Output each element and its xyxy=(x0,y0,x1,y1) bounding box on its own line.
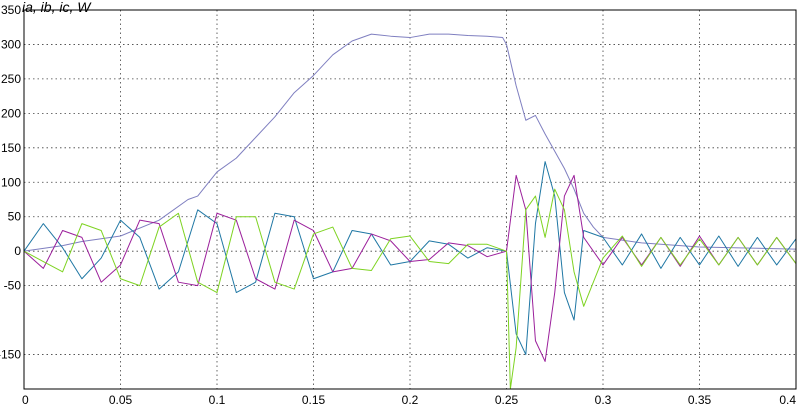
y-tick-label: 100 xyxy=(1,175,21,189)
x-tick-label: 0.3 xyxy=(595,393,612,407)
y-tick-label: 0 xyxy=(14,244,21,258)
chart-title: ia, ib, ic, W xyxy=(22,0,92,15)
x-tick-label: 0.4 xyxy=(779,393,796,407)
y-tick-label: -50 xyxy=(4,279,22,293)
series-line-2 xyxy=(23,161,797,356)
y-tick-label: 300 xyxy=(1,37,21,51)
y-tick-labels: -150 -50 0 50 100 150 200 250 300 350 xyxy=(0,3,21,362)
plot-frame xyxy=(23,9,797,390)
x-tick-label: 0.1 xyxy=(209,393,226,407)
grid xyxy=(24,9,796,389)
y-tick-label: 250 xyxy=(1,72,21,86)
y-tick-label: 50 xyxy=(8,210,22,224)
y-tick-label: 350 xyxy=(1,3,21,17)
series-line-1 xyxy=(23,33,797,252)
x-tick-label: 0 xyxy=(22,393,29,407)
series-group xyxy=(23,33,797,390)
series-line-4 xyxy=(23,188,797,390)
x-tick-labels: 0 0.05 0.1 0.15 0.2 0.25 0.3 0.35 0.4 xyxy=(22,393,796,407)
x-tick-label: 0.35 xyxy=(688,393,712,407)
x-tick-label: 0.05 xyxy=(109,393,133,407)
y-tick-label: 200 xyxy=(1,106,21,120)
x-tick-label: 0.2 xyxy=(402,393,419,407)
x-tick-label: 0.25 xyxy=(495,393,519,407)
y-tick-label: -150 xyxy=(0,348,21,362)
x-tick-label: 0.15 xyxy=(302,393,326,407)
y-tick-label: 150 xyxy=(1,141,21,155)
